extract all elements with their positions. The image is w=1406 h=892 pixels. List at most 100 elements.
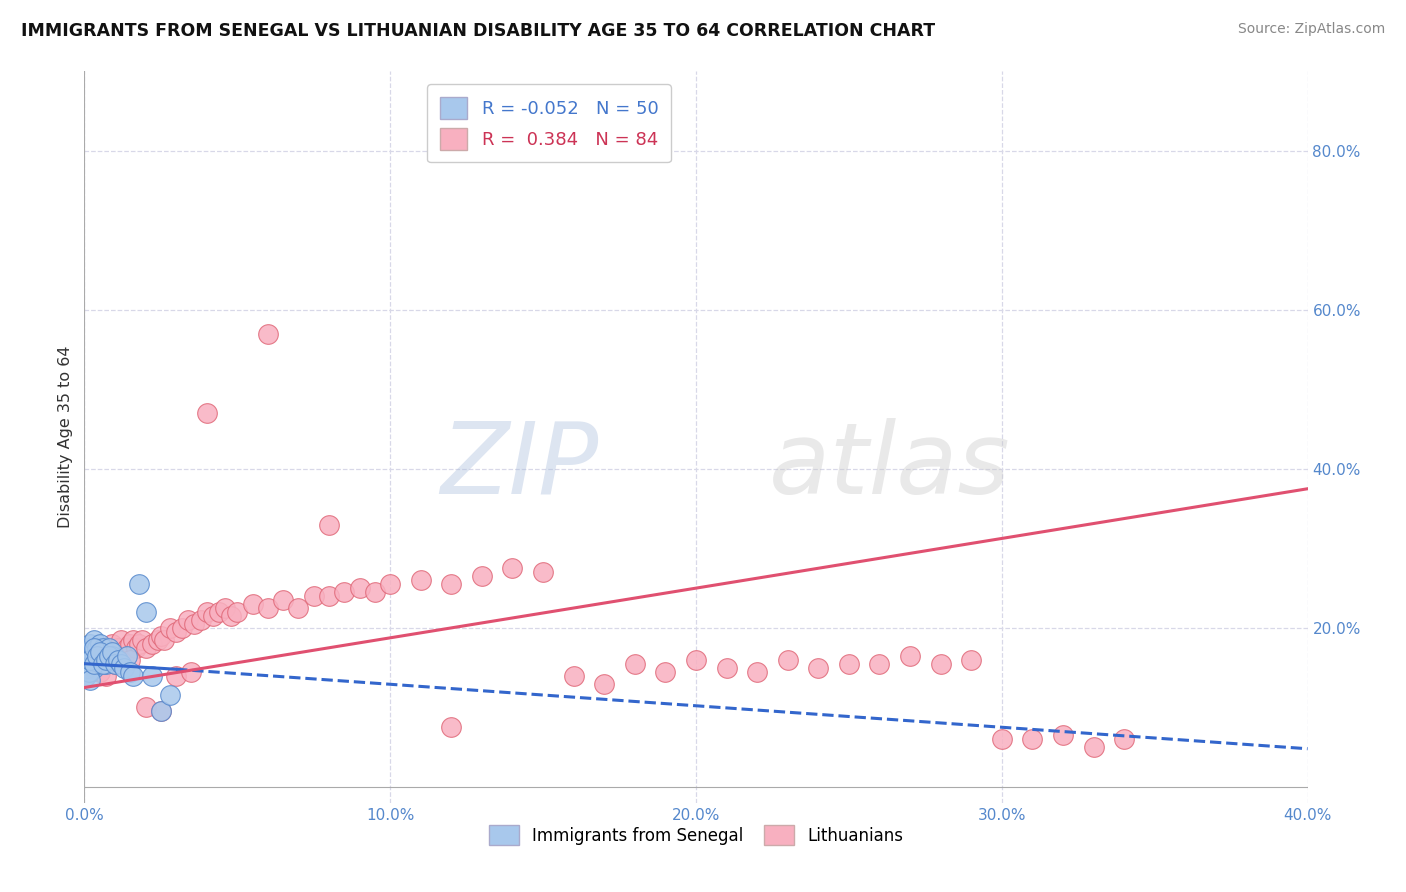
Point bbox=[76, 640, 98, 655]
Point bbox=[97, 648, 120, 663]
Point bbox=[79, 673, 101, 687]
Point bbox=[190, 613, 212, 627]
Point bbox=[76, 648, 98, 663]
Point bbox=[440, 720, 463, 734]
Point bbox=[440, 577, 463, 591]
Text: ZIP: ZIP bbox=[440, 417, 598, 515]
Point bbox=[654, 665, 676, 679]
Point bbox=[159, 621, 181, 635]
Point bbox=[75, 657, 97, 671]
Point bbox=[869, 657, 891, 671]
Point bbox=[195, 406, 218, 420]
Text: atlas: atlas bbox=[769, 417, 1011, 515]
Legend: Immigrants from Senegal, Lithuanians: Immigrants from Senegal, Lithuanians bbox=[481, 817, 911, 853]
Point bbox=[101, 648, 124, 663]
Point bbox=[991, 732, 1014, 747]
Point bbox=[807, 660, 830, 674]
Point bbox=[86, 640, 108, 655]
Point bbox=[110, 657, 132, 671]
Point bbox=[226, 605, 249, 619]
Point bbox=[333, 585, 356, 599]
Point bbox=[838, 657, 860, 671]
Point bbox=[149, 629, 172, 643]
Text: IMMIGRANTS FROM SENEGAL VS LITHUANIAN DISABILITY AGE 35 TO 64 CORRELATION CHART: IMMIGRANTS FROM SENEGAL VS LITHUANIAN DI… bbox=[21, 22, 935, 40]
Point bbox=[112, 660, 135, 674]
Y-axis label: Disability Age 35 to 64: Disability Age 35 to 64 bbox=[58, 346, 73, 528]
Point bbox=[101, 645, 124, 659]
Point bbox=[128, 637, 150, 651]
Point bbox=[318, 517, 340, 532]
Point bbox=[94, 657, 117, 671]
Point bbox=[107, 640, 129, 655]
Point bbox=[86, 657, 108, 671]
Point bbox=[135, 700, 157, 714]
Point bbox=[89, 653, 111, 667]
Point bbox=[153, 632, 176, 647]
Point bbox=[165, 624, 187, 639]
Point bbox=[79, 665, 101, 679]
Point bbox=[122, 632, 145, 647]
Point bbox=[89, 637, 111, 651]
Point bbox=[89, 665, 111, 679]
Point bbox=[97, 640, 120, 655]
Point bbox=[219, 609, 242, 624]
Point bbox=[201, 609, 224, 624]
Point bbox=[91, 657, 114, 671]
Point bbox=[91, 640, 114, 655]
Point bbox=[131, 632, 153, 647]
Point bbox=[107, 653, 129, 667]
Point bbox=[149, 705, 172, 719]
Point bbox=[380, 577, 402, 591]
Point bbox=[97, 648, 120, 663]
Point bbox=[83, 632, 105, 647]
Point bbox=[80, 657, 103, 671]
Point bbox=[83, 653, 105, 667]
Point bbox=[86, 648, 108, 663]
Point bbox=[257, 326, 280, 341]
Point bbox=[79, 640, 101, 655]
Point bbox=[83, 657, 105, 671]
Point bbox=[83, 657, 105, 671]
Point bbox=[257, 601, 280, 615]
Point bbox=[960, 653, 983, 667]
Point bbox=[302, 589, 325, 603]
Point bbox=[122, 668, 145, 682]
Point bbox=[104, 657, 127, 671]
Point bbox=[624, 657, 647, 671]
Point bbox=[112, 648, 135, 663]
Point bbox=[115, 640, 138, 655]
Point bbox=[89, 645, 111, 659]
Point bbox=[716, 660, 738, 674]
Point bbox=[94, 648, 117, 663]
Point bbox=[101, 637, 124, 651]
Point bbox=[195, 605, 218, 619]
Point bbox=[97, 653, 120, 667]
Point bbox=[364, 585, 387, 599]
Point bbox=[91, 640, 114, 655]
Point bbox=[242, 597, 264, 611]
Point bbox=[214, 601, 236, 615]
Point bbox=[83, 653, 105, 667]
Point bbox=[898, 648, 921, 663]
Point bbox=[531, 566, 554, 580]
Point bbox=[83, 660, 105, 674]
Point bbox=[94, 645, 117, 659]
Point bbox=[149, 705, 172, 719]
Point bbox=[135, 640, 157, 655]
Point bbox=[929, 657, 952, 671]
Point bbox=[776, 653, 799, 667]
Point bbox=[76, 660, 98, 674]
Point bbox=[86, 648, 108, 663]
Point bbox=[502, 561, 524, 575]
Text: Source: ZipAtlas.com: Source: ZipAtlas.com bbox=[1237, 22, 1385, 37]
Point bbox=[128, 577, 150, 591]
Point bbox=[141, 637, 163, 651]
Point bbox=[349, 581, 371, 595]
Point bbox=[1052, 728, 1074, 742]
Point bbox=[135, 605, 157, 619]
Point bbox=[1021, 732, 1043, 747]
Point bbox=[104, 645, 127, 659]
Point bbox=[159, 689, 181, 703]
Point bbox=[180, 665, 202, 679]
Point bbox=[1114, 732, 1136, 747]
